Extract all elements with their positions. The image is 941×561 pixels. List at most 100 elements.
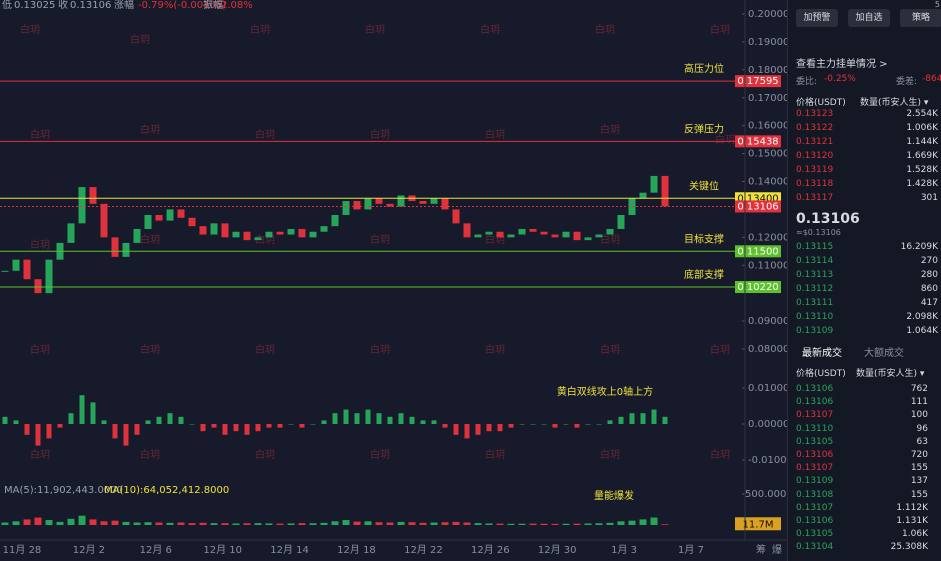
macd-bar	[464, 424, 470, 439]
candle	[441, 198, 449, 210]
level-tag-label: 0.17595	[737, 76, 778, 87]
volume-bar	[375, 522, 383, 525]
macd-bar	[211, 424, 217, 428]
volume-bar	[518, 523, 526, 525]
volume-bar	[617, 521, 625, 525]
candle	[463, 223, 471, 238]
current-tag-label: 0.13106	[737, 201, 778, 212]
candle	[617, 215, 625, 229]
y-tick-label: 0.20000	[748, 9, 787, 20]
volume-bar	[595, 523, 603, 525]
macd-bar	[629, 413, 635, 424]
volume-bar	[353, 521, 361, 525]
trade-qty: 96	[916, 423, 928, 434]
watermark: 白玥	[370, 448, 390, 461]
header-low-label: 低	[2, 0, 12, 11]
depth-link[interactable]: 查看主力挂单情况 >	[796, 59, 888, 70]
volume-bar	[144, 522, 152, 525]
watermark: 白玥	[370, 343, 390, 356]
x-tick-label: 12月 6	[140, 544, 172, 556]
y-tick-label: 0.17000	[748, 93, 787, 104]
bid-qty: 417	[920, 298, 938, 308]
bid-qty: 16.209K	[900, 242, 938, 252]
candle	[639, 192, 647, 199]
x-tick-label: 12月 14	[270, 544, 309, 556]
volume-bar	[221, 523, 229, 525]
macd-bar	[46, 424, 52, 439]
trade-header: 数量(币安人生) ▾	[856, 369, 925, 379]
macd-bar	[519, 424, 525, 425]
watermark: 白玥	[365, 23, 385, 36]
candle	[342, 201, 350, 215]
watermark: 白玥	[600, 448, 620, 461]
macd-bar	[497, 424, 503, 432]
bid-qty: 1.064K	[906, 326, 938, 336]
x-tick-label: 1月 7	[678, 544, 704, 556]
y-tick-label: 0.08000	[748, 344, 787, 355]
watermark: 白玥	[140, 233, 160, 246]
y-tick-label: 0.14000	[748, 177, 787, 188]
tab[interactable]: 大额成交	[864, 348, 904, 359]
trade-price: 0.13107	[796, 502, 834, 513]
volume-bar	[287, 523, 295, 525]
trade-qty: 720	[910, 450, 928, 460]
macd-bar	[2, 416, 8, 424]
candle	[474, 234, 482, 238]
level-tag-label: 0.15438	[737, 136, 778, 147]
volume-bar	[540, 523, 548, 525]
macd-bar	[398, 413, 404, 424]
volume-bar	[34, 517, 42, 525]
candle	[221, 223, 229, 238]
macd-bar	[541, 424, 547, 425]
watermark: 白玥	[370, 128, 390, 141]
candle	[320, 226, 328, 232]
button[interactable]: 加预警	[796, 9, 838, 27]
candle	[452, 209, 460, 224]
trade-qty: 63	[916, 436, 928, 447]
button[interactable]: 加自选	[848, 9, 890, 27]
volume-bar	[606, 522, 614, 525]
button[interactable]: 策略	[900, 9, 941, 27]
trade-price: 0.13108	[796, 489, 834, 500]
watermark: 白玥	[255, 448, 275, 461]
level-tag	[735, 281, 781, 294]
header-close: 0.13106	[70, 0, 111, 11]
candle	[650, 175, 658, 193]
volume-bar	[188, 523, 196, 525]
candle	[309, 231, 317, 238]
tab[interactable]: 最新成交	[802, 348, 842, 359]
ask-price: 0.13121	[796, 137, 834, 147]
candle	[1, 270, 9, 272]
trade-qty: 100	[910, 410, 928, 421]
candle	[210, 223, 218, 235]
candle	[375, 198, 383, 204]
bid-price: 0.13111	[796, 298, 834, 308]
trade-qty: 1.06K	[902, 529, 928, 540]
candle	[551, 234, 559, 238]
watermark: 白玥	[255, 343, 275, 356]
macd-bar	[112, 424, 118, 439]
y-tick-label: 0.19000	[748, 37, 787, 48]
x-tick-label: 12月 18	[337, 544, 376, 556]
macd-bar	[508, 424, 514, 428]
footer-icon: 爆	[772, 544, 782, 556]
candle	[386, 203, 394, 207]
macd-bar	[552, 424, 558, 428]
volume-bar	[650, 517, 658, 525]
watermark: 白玥	[595, 23, 615, 36]
macd-bar	[662, 416, 668, 424]
candle	[133, 228, 141, 243]
macd-bar	[90, 402, 96, 424]
trade-qty: 155	[910, 489, 928, 500]
y-tick-label: 0.16000	[748, 121, 787, 132]
volume-bar	[210, 523, 218, 525]
ask-qty: 1.428K	[906, 179, 938, 189]
volume-bar	[463, 522, 471, 525]
trade-header: 价格(USDT)	[796, 369, 846, 379]
footer-icon: 筹	[756, 543, 766, 556]
candle	[155, 215, 163, 221]
ask-price: 0.13118	[796, 179, 834, 189]
macd-bar	[343, 409, 349, 424]
macd-bar	[57, 424, 63, 428]
volume-bar	[441, 522, 449, 525]
